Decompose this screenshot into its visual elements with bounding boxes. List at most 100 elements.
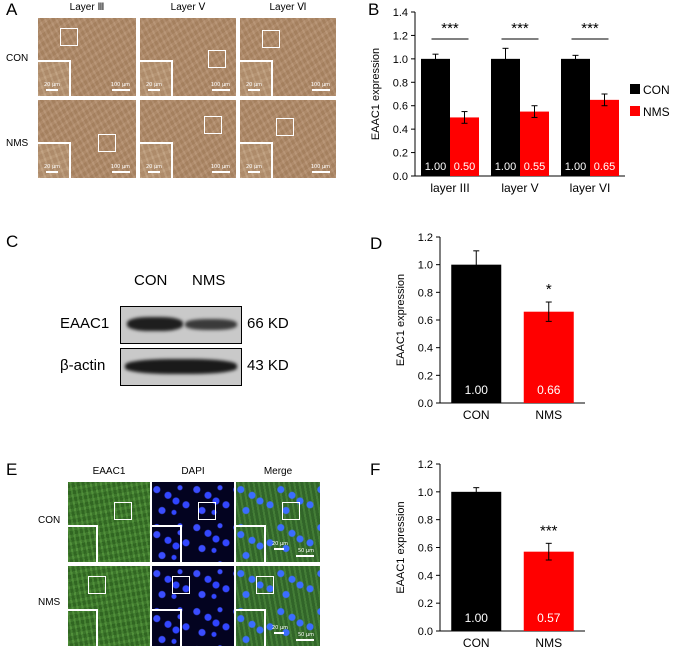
chart-b: 0.0 0.2 0.4 0.6 0.8 1.0 1.2 1.4 EAAC1 expression… xyxy=(370,7,670,195)
bar xyxy=(523,311,574,403)
bar xyxy=(491,58,520,176)
y-tick-label: 0.0 xyxy=(418,626,433,638)
panel-e-row-label: NMS xyxy=(38,597,61,608)
y-tick-label: 0.4 xyxy=(418,570,433,582)
y-axis-label: EAAC1 expression xyxy=(370,48,382,140)
bar xyxy=(451,491,502,631)
panel-e-letter: E xyxy=(6,460,18,479)
blot-eaac1 xyxy=(120,306,242,344)
lane-label: CON xyxy=(134,272,168,289)
panel-c-letter: C xyxy=(6,232,19,251)
x-tick-label: layer VI xyxy=(570,181,611,195)
bar xyxy=(523,551,574,631)
if-image xyxy=(152,566,234,646)
y-tick-label: 0.6 xyxy=(418,543,433,555)
panel-a-row-label: CON xyxy=(6,53,29,64)
panel-e-col-label: EAAC1 xyxy=(92,466,126,477)
y-tick-label: 0.0 xyxy=(393,171,408,183)
kd-label: 66 KD xyxy=(247,315,289,332)
bar xyxy=(451,264,502,403)
y-tick-label: 0.2 xyxy=(418,598,433,610)
panel-a-row-label: NMS xyxy=(6,138,29,149)
bar xyxy=(450,117,479,176)
bar-value-label: 0.66 xyxy=(537,383,561,397)
ihc-image: 20 μm 100 μm xyxy=(240,100,336,178)
protein-label: EAAC1 xyxy=(60,315,110,332)
bar-value-label: 0.55 xyxy=(524,161,545,173)
protein-label: β-actin xyxy=(60,357,106,374)
y-tick-label: 0.4 xyxy=(418,343,433,355)
y-tick-label: 0.0 xyxy=(418,398,433,410)
kd-label: 43 KD xyxy=(247,357,289,374)
ihc-image: 20 μm 100 μm xyxy=(140,18,236,96)
if-image: 20 μm 50 μm xyxy=(236,482,320,562)
y-tick-label: 1.0 xyxy=(418,260,433,272)
blot-beta-actin xyxy=(120,348,242,386)
bar-value-label: 1.00 xyxy=(565,161,586,173)
legend-swatch xyxy=(630,106,640,116)
significance-marker: *** xyxy=(540,522,558,539)
y-tick-label: 1.2 xyxy=(418,232,433,244)
if-image xyxy=(68,482,150,562)
significance-marker: *** xyxy=(441,20,459,37)
panel-a-col-label: Layer Ⅲ xyxy=(69,2,105,13)
ihc-image: 20 μm 100 μm xyxy=(140,100,236,178)
legend-swatch xyxy=(630,84,640,94)
bar-value-label: 0.57 xyxy=(537,611,561,625)
panel-b-letter: B xyxy=(368,0,380,19)
bar xyxy=(561,58,590,176)
if-image: 20 μm 50 μm xyxy=(236,566,320,646)
y-axis-label: EAAC1 expression xyxy=(395,274,407,366)
chart-d: 0.0 0.2 0.4 0.6 0.8 1.0 1.2 EAAC1 expression 1.0… xyxy=(395,232,585,422)
y-tick-label: 1.0 xyxy=(393,54,408,66)
bar xyxy=(590,99,619,176)
bar-value-label: 1.00 xyxy=(425,161,446,173)
if-image xyxy=(68,566,150,646)
bar-value-label: 0.50 xyxy=(454,161,475,173)
y-tick-label: 0.4 xyxy=(393,124,408,136)
legend-label: CON xyxy=(643,83,670,97)
ihc-image: 20 μm 100 μm xyxy=(240,18,336,96)
panel-f-letter: F xyxy=(370,460,381,479)
y-tick-label: 0.8 xyxy=(393,77,408,89)
panel-a-col-label: Layer Ⅵ xyxy=(269,2,307,13)
x-tick-label: CON xyxy=(463,408,490,422)
y-tick-label: 1.2 xyxy=(418,459,433,471)
x-tick-label: NMS xyxy=(535,636,562,650)
legend-label: NMS xyxy=(643,105,670,119)
significance-marker: * xyxy=(546,281,552,298)
bar xyxy=(520,111,549,176)
if-image xyxy=(152,482,234,562)
y-tick-label: 1.4 xyxy=(393,7,408,19)
significance-marker: *** xyxy=(511,20,529,37)
y-tick-label: 1.0 xyxy=(418,487,433,499)
panel-e-col-label: DAPI xyxy=(181,466,205,477)
panel-e-row-label: CON xyxy=(38,515,61,526)
y-tick-label: 0.6 xyxy=(393,101,408,113)
y-tick-label: 0.2 xyxy=(393,148,408,160)
x-tick-label: layer V xyxy=(501,181,538,195)
bar-value-label: 1.00 xyxy=(465,383,489,397)
y-tick-label: 0.8 xyxy=(418,515,433,527)
y-tick-label: 1.2 xyxy=(393,30,408,42)
significance-marker: *** xyxy=(581,20,599,37)
y-tick-label: 0.6 xyxy=(418,315,433,327)
y-tick-label: 0.8 xyxy=(418,287,433,299)
ihc-image: 20 μm 100 μm xyxy=(38,18,136,96)
x-tick-label: layer III xyxy=(430,181,469,195)
panel-d-letter: D xyxy=(370,234,383,253)
panel-e-col-label: Merge xyxy=(263,466,293,477)
panel-a-letter: A xyxy=(6,0,18,19)
lane-label: NMS xyxy=(192,272,226,289)
bar xyxy=(421,58,450,176)
bar-value-label: 1.00 xyxy=(465,611,489,625)
bar-value-label: 1.00 xyxy=(495,161,516,173)
y-tick-label: 0.2 xyxy=(418,370,433,382)
panel-a-col-label: Layer Ⅴ xyxy=(170,2,206,13)
x-tick-label: NMS xyxy=(535,408,562,422)
y-axis-label: EAAC1 expression xyxy=(395,501,407,593)
ihc-image: 20 μm 100 μm xyxy=(38,100,136,178)
bar-value-label: 0.65 xyxy=(594,161,615,173)
x-tick-label: CON xyxy=(463,636,490,650)
